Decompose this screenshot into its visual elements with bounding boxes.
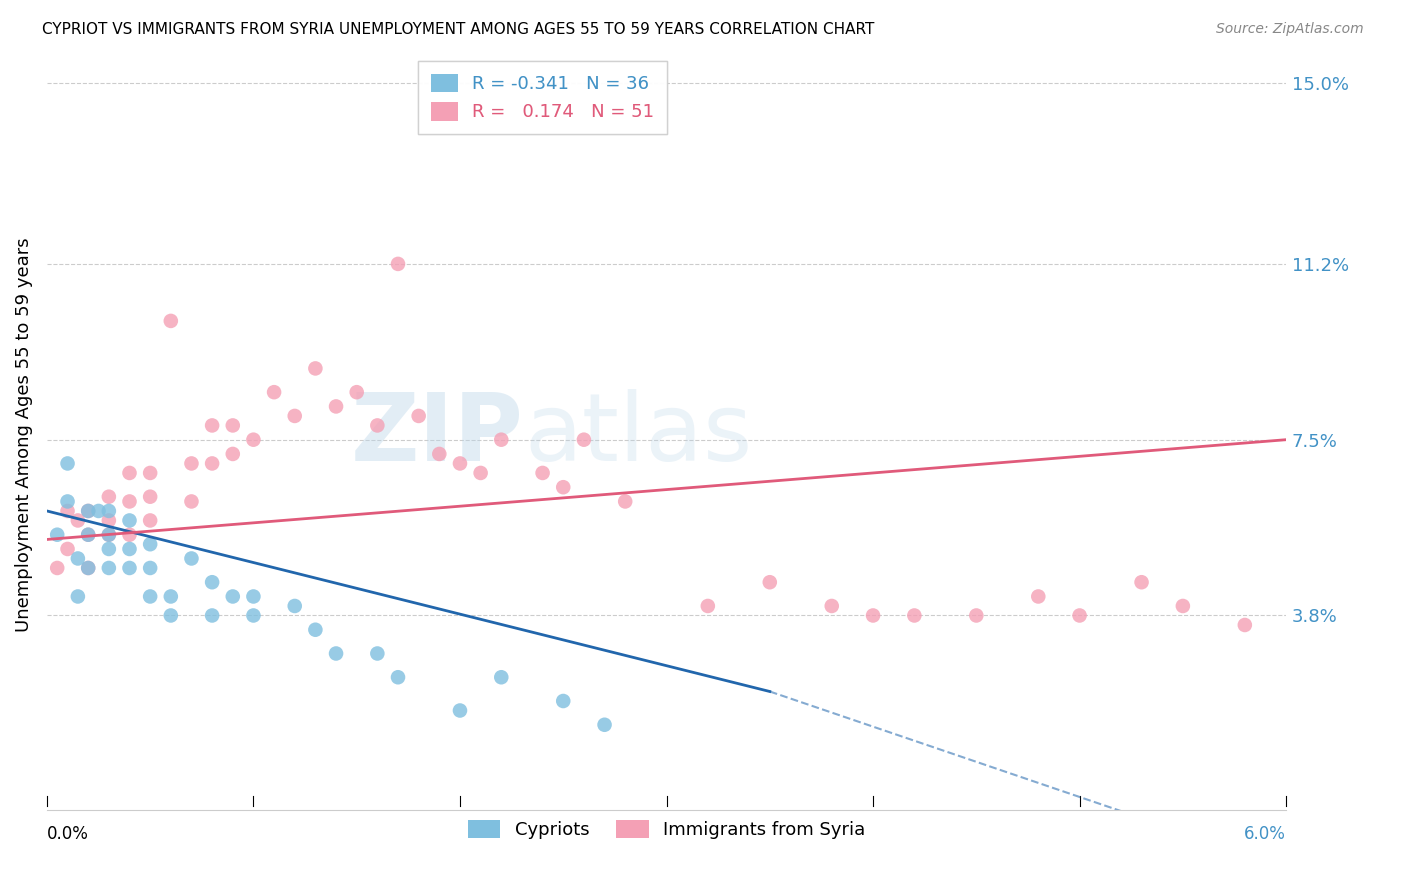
Point: [304, 361, 326, 376]
Point: [97, 513, 120, 527]
Point: [470, 466, 492, 480]
Point: [346, 385, 368, 400]
Point: [56, 541, 79, 556]
Point: [242, 590, 264, 604]
Point: [304, 623, 326, 637]
Point: [139, 490, 162, 504]
Point: [614, 494, 637, 508]
Point: [159, 590, 181, 604]
Point: [366, 647, 388, 661]
Point: [242, 608, 264, 623]
Point: [201, 418, 224, 433]
Point: [97, 561, 120, 575]
Point: [139, 466, 162, 480]
Point: [97, 527, 120, 541]
Point: [56, 504, 79, 518]
Point: [1026, 590, 1049, 604]
Point: [408, 409, 430, 423]
Point: [201, 575, 224, 590]
Text: CYPRIOT VS IMMIGRANTS FROM SYRIA UNEMPLOYMENT AMONG AGES 55 TO 59 YEARS CORRELAT: CYPRIOT VS IMMIGRANTS FROM SYRIA UNEMPLO…: [42, 22, 875, 37]
Point: [77, 504, 100, 518]
Point: [77, 561, 100, 575]
Legend: R = -0.341   N = 36, R =   0.174   N = 51: R = -0.341 N = 36, R = 0.174 N = 51: [418, 62, 666, 134]
Point: [284, 409, 307, 423]
Point: [284, 599, 307, 613]
Point: [325, 400, 347, 414]
Point: [491, 670, 513, 684]
Point: [46, 561, 69, 575]
Point: [66, 551, 89, 566]
Point: [77, 527, 100, 541]
Text: 0.0%: 0.0%: [46, 824, 89, 843]
Point: [118, 527, 141, 541]
Point: [491, 433, 513, 447]
Point: [531, 466, 554, 480]
Point: [97, 504, 120, 518]
Point: [325, 647, 347, 661]
Point: [97, 490, 120, 504]
Point: [77, 504, 100, 518]
Point: [1171, 599, 1194, 613]
Point: [387, 257, 409, 271]
Point: [139, 590, 162, 604]
Point: [180, 457, 202, 471]
Point: [159, 608, 181, 623]
Point: [118, 541, 141, 556]
Point: [1130, 575, 1153, 590]
Point: [965, 608, 987, 623]
Text: ZIP: ZIP: [352, 389, 524, 481]
Point: [222, 590, 245, 604]
Point: [118, 561, 141, 575]
Point: [97, 541, 120, 556]
Point: [759, 575, 782, 590]
Point: [87, 504, 110, 518]
Point: [553, 694, 575, 708]
Point: [903, 608, 925, 623]
Point: [118, 494, 141, 508]
Point: [66, 513, 89, 527]
Point: [242, 433, 264, 447]
Point: [180, 494, 202, 508]
Point: [66, 590, 89, 604]
Y-axis label: Unemployment Among Ages 55 to 59 years: Unemployment Among Ages 55 to 59 years: [15, 237, 32, 632]
Point: [46, 527, 69, 541]
Point: [118, 513, 141, 527]
Point: [56, 457, 79, 471]
Point: [449, 704, 471, 718]
Point: [180, 551, 202, 566]
Point: [97, 527, 120, 541]
Point: [56, 494, 79, 508]
Point: [159, 314, 181, 328]
Point: [821, 599, 844, 613]
Point: [593, 718, 616, 732]
Point: [201, 457, 224, 471]
Point: [1069, 608, 1091, 623]
Point: [387, 670, 409, 684]
Text: atlas: atlas: [524, 389, 752, 481]
Point: [222, 418, 245, 433]
Point: [366, 418, 388, 433]
Point: [862, 608, 884, 623]
Point: [222, 447, 245, 461]
Text: 6.0%: 6.0%: [1244, 824, 1286, 843]
Point: [118, 466, 141, 480]
Point: [77, 561, 100, 575]
Text: Source: ZipAtlas.com: Source: ZipAtlas.com: [1216, 22, 1364, 37]
Point: [553, 480, 575, 494]
Point: [572, 433, 595, 447]
Point: [696, 599, 718, 613]
Point: [263, 385, 285, 400]
Point: [139, 513, 162, 527]
Point: [427, 447, 450, 461]
Point: [139, 561, 162, 575]
Point: [139, 537, 162, 551]
Point: [1233, 618, 1256, 632]
Point: [201, 608, 224, 623]
Point: [77, 527, 100, 541]
Point: [449, 457, 471, 471]
